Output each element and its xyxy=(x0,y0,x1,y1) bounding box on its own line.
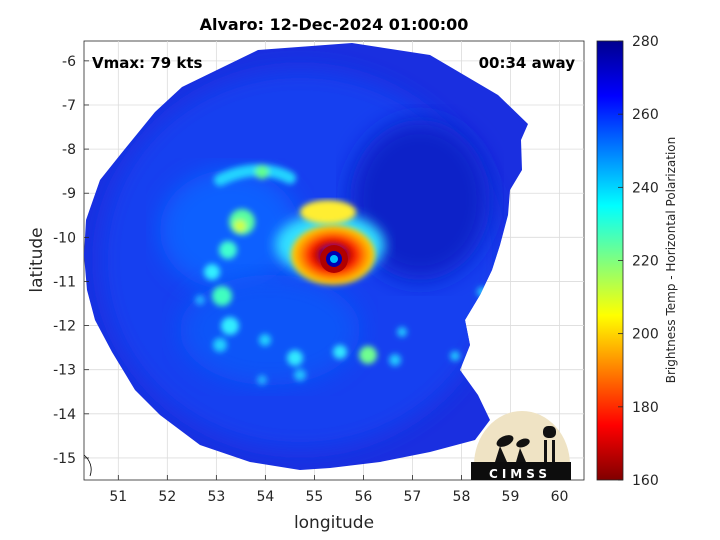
y-tick-label: -15 xyxy=(53,451,76,467)
chart-title: Alvaro: 12-Dec-2024 01:00:00 xyxy=(200,15,469,34)
colorbar-tick-label: 240 xyxy=(632,180,659,196)
colorbar-tick-label: 160 xyxy=(632,473,659,489)
y-tick-label: -6 xyxy=(62,54,76,70)
brightness-swath xyxy=(84,43,528,477)
y-tick-label: -7 xyxy=(62,98,76,114)
x-tick-label: 57 xyxy=(404,489,422,505)
colorbar-ticks: 160 180 200 220 240 260 280 xyxy=(618,34,659,489)
x-axis-label: longitude xyxy=(294,513,374,533)
y-tick-label: -9 xyxy=(62,186,76,202)
x-tick-label: 59 xyxy=(502,489,520,505)
colorbar-tick-label: 220 xyxy=(632,254,659,270)
y-tick-label: -11 xyxy=(53,274,76,290)
x-tick-label: 51 xyxy=(109,489,127,505)
colorbar-tick-label: 260 xyxy=(632,107,659,123)
y-tick-label: -14 xyxy=(53,407,76,423)
vmax-annotation: Vmax: 79 kts xyxy=(92,54,202,72)
colorbar-tick-label: 280 xyxy=(632,34,659,50)
y-tick-labels: -6 -7 -8 -9 -10 -11 -12 -13 -14 -15 xyxy=(53,54,89,467)
x-tick-label: 60 xyxy=(551,489,569,505)
x-tick-label: 52 xyxy=(158,489,176,505)
x-tick-label: 56 xyxy=(354,489,372,505)
y-tick-label: -8 xyxy=(62,142,76,158)
y-axis-label: latitude xyxy=(27,227,47,292)
cimss-logo-text: CIMSS xyxy=(489,467,551,481)
time-away-annotation: 00:34 away xyxy=(479,54,576,72)
x-tick-label: 54 xyxy=(256,489,274,505)
colorbar-tick-label: 200 xyxy=(632,327,659,343)
colorbar-tick-label: 180 xyxy=(632,400,659,416)
x-tick-label: 58 xyxy=(453,489,471,505)
y-tick-label: -10 xyxy=(53,230,76,246)
x-tick-label: 53 xyxy=(207,489,225,505)
colorbar-label: Brightness Temp - Horizontal Polarizatio… xyxy=(664,137,678,384)
y-tick-label: -12 xyxy=(53,319,76,335)
cimss-logo: CIMSS xyxy=(471,411,571,481)
x-tick-label: 55 xyxy=(305,489,323,505)
y-tick-label: -13 xyxy=(53,363,76,379)
coastline xyxy=(84,454,92,477)
x-tick-labels: 51 52 53 54 55 56 57 58 59 60 xyxy=(109,475,568,505)
